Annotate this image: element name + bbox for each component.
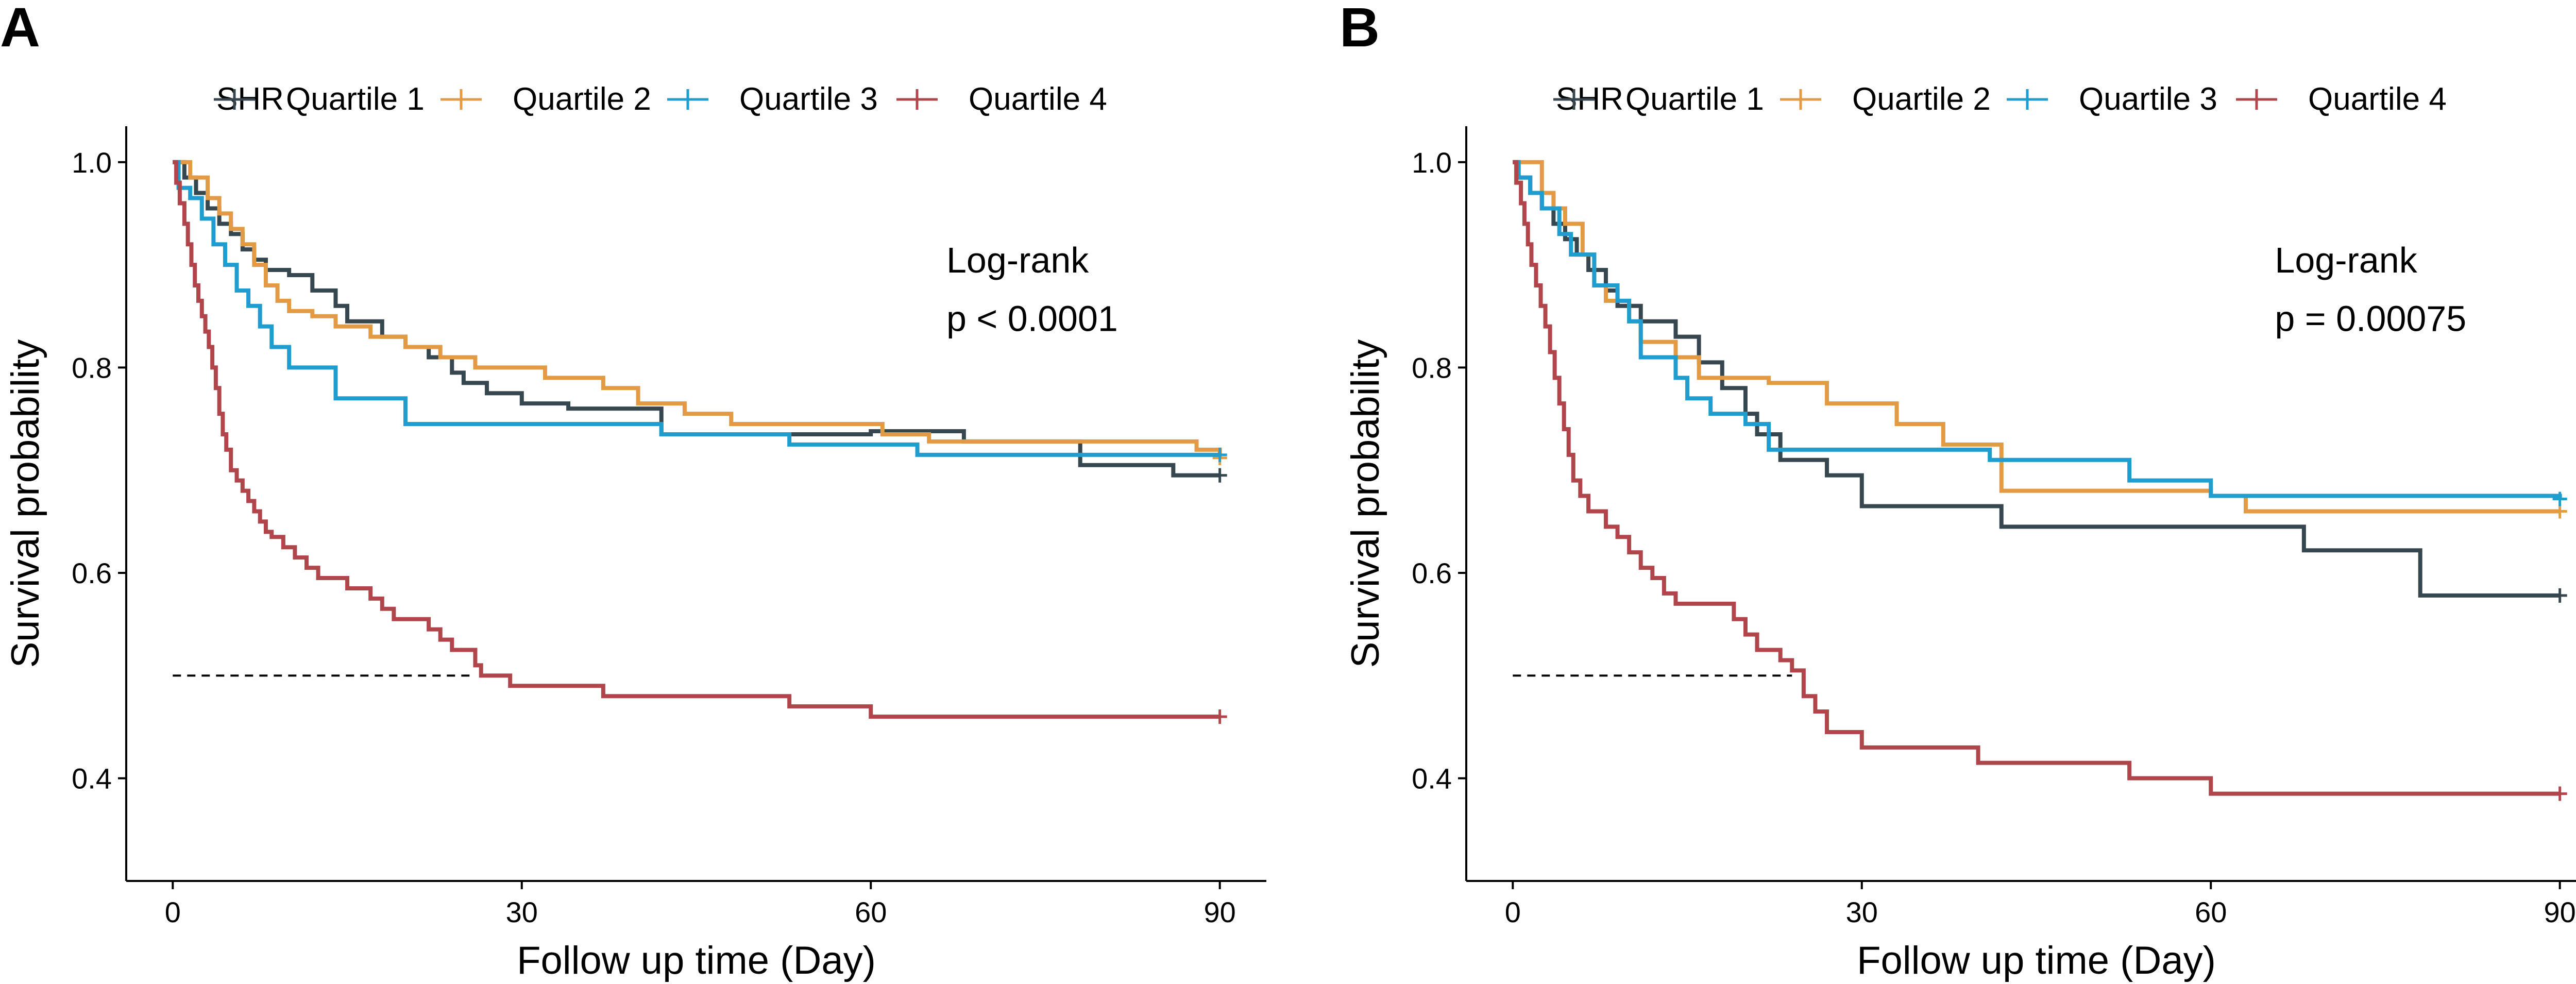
survival-curve-quartile-4 <box>173 160 1220 719</box>
y-tick-label: 1.0 <box>1412 146 1452 179</box>
panel-b: B SHR Quartile 1 Quartile 2 Quartile 3 Q… <box>1340 0 2576 982</box>
legend-label-quartile-1: Quartile 1 <box>1625 81 1764 117</box>
survival-curve-quartile-4 <box>1513 160 2560 796</box>
y-axis-title: Survival probability <box>1344 340 1387 668</box>
y-tick-label: 0.6 <box>1412 557 1452 589</box>
panel-label-a: A <box>0 0 40 58</box>
survival-curve-quartile-3 <box>1513 160 2562 499</box>
legend-label-quartile-3: Quartile 3 <box>739 81 878 117</box>
x-tick-label: 30 <box>1846 896 1878 928</box>
x-tick-label: 90 <box>2544 896 2576 928</box>
log-rank-label: Log-rank <box>946 240 1089 280</box>
y-tick-label: 0.4 <box>72 762 112 795</box>
survival-curve-quartile-2 <box>173 160 1222 458</box>
x-axis-title: Follow up time (Day) <box>517 939 876 982</box>
y-tick-label: 0.4 <box>1412 762 1452 795</box>
x-tick-label: 0 <box>165 896 181 928</box>
legend-keys-a <box>214 89 938 110</box>
x-tick-label: 60 <box>2195 896 2227 928</box>
panel-label-b: B <box>1340 0 1380 58</box>
legend-label-quartile-4: Quartile 4 <box>969 81 1107 117</box>
p-value-label: p < 0.0001 <box>946 299 1118 339</box>
legend-label-quartile-1: Quartile 1 <box>286 81 425 117</box>
y-tick-label: 0.6 <box>72 557 112 589</box>
y-tick-label: 0.8 <box>72 351 112 384</box>
panel-a: A SHR Quartile 1 Quartile 2 Quartile 3 Q… <box>0 0 1266 982</box>
x-tick-label: 30 <box>506 896 538 928</box>
y-axis-title: Survival probability <box>4 340 47 668</box>
legend-b: SHR Quartile 1 Quartile 2 Quartile 3 Qua… <box>1553 81 2447 117</box>
y-tick-label: 0.8 <box>1412 351 1452 384</box>
legend-label-quartile-2: Quartile 2 <box>1852 81 1991 117</box>
survival-curve-quartile-3 <box>173 160 1220 457</box>
survival-curves-b <box>1513 160 2567 801</box>
x-axis-title: Follow up time (Day) <box>1857 939 2216 982</box>
legend-keys-b <box>1553 89 2277 110</box>
ticks-b <box>1458 161 2561 889</box>
log-rank-label: Log-rank <box>2275 240 2417 280</box>
legend-label-quartile-4: Quartile 4 <box>2308 81 2447 117</box>
x-tick-label: 60 <box>855 896 887 928</box>
survival-curves-a <box>173 160 1227 724</box>
survival-curve-quartile-2 <box>1513 160 2560 514</box>
y-tick-label: 1.0 <box>72 146 112 179</box>
legend-label-quartile-3: Quartile 3 <box>2079 81 2217 117</box>
x-tick-label: 0 <box>1505 896 1521 928</box>
survival-curve-quartile-1 <box>1513 160 2560 598</box>
x-tick-label: 90 <box>1204 896 1236 928</box>
ticks-a <box>118 161 1221 889</box>
p-value-label: p = 0.00075 <box>2275 299 2466 339</box>
legend-a: SHR Quartile 1 Quartile 2 Quartile 3 Qua… <box>214 81 1107 117</box>
legend-label-quartile-2: Quartile 2 <box>513 81 651 117</box>
